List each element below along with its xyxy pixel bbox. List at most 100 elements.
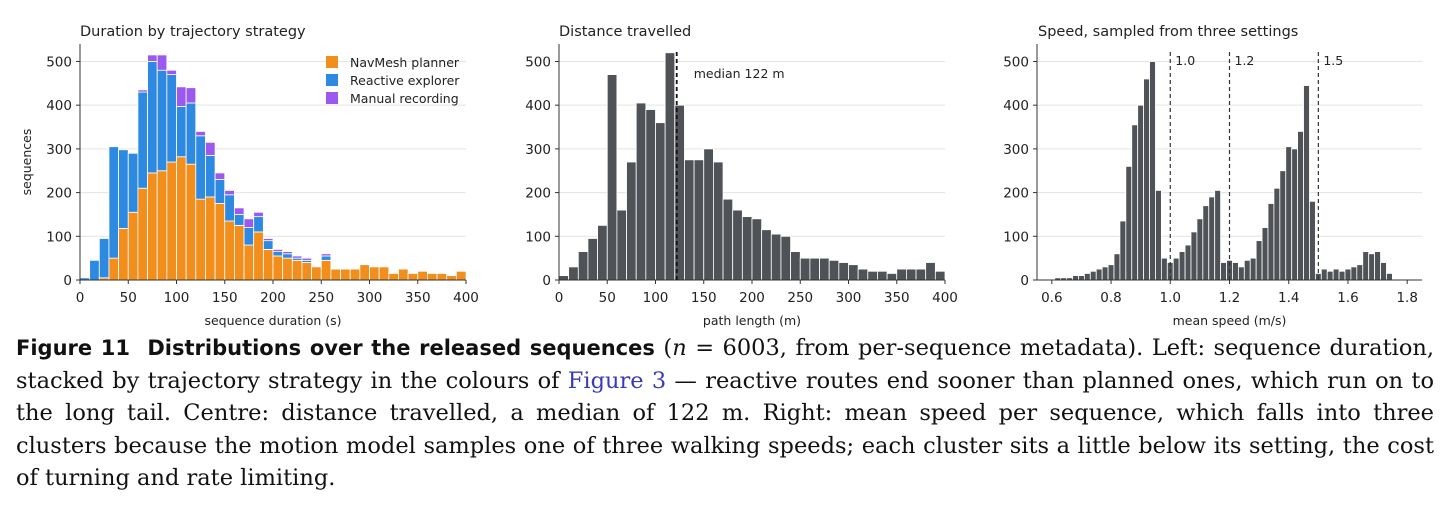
histogram-bar	[790, 251, 801, 281]
x-tick-label: 50	[599, 290, 616, 306]
histogram-bar	[224, 220, 235, 281]
histogram-bar	[1386, 273, 1393, 281]
histogram-bar	[780, 235, 792, 281]
histogram-bar	[1344, 268, 1352, 281]
histogram-bar	[886, 273, 898, 281]
x-tick-label: 1.6	[1337, 290, 1358, 306]
chart-panel-3: Speed, sampled from three settings 0 100 20…	[1003, 24, 1422, 328]
histogram-bar	[272, 251, 284, 257]
histogram-bar	[664, 52, 676, 281]
histogram-bar	[359, 264, 370, 281]
histogram-bar	[185, 102, 197, 165]
histogram-bar	[1178, 251, 1186, 281]
histogram-bar	[214, 179, 226, 204]
histogram-bar	[1356, 264, 1364, 281]
histogram-bar	[1078, 275, 1085, 281]
histogram-bar	[838, 262, 849, 281]
chart-panel-1: Duration by trajectory strategy 0 100 200 30…	[19, 24, 479, 328]
caption-text-3: — reactive routes end sooner than planne…	[16, 367, 1435, 492]
histogram-bar	[262, 238, 274, 242]
histogram-bar	[1320, 268, 1328, 281]
legend-swatch	[326, 56, 338, 68]
histogram-bar	[214, 203, 226, 281]
histogram-bar	[233, 224, 245, 281]
histogram-bar	[1368, 253, 1376, 281]
histogram-bar	[349, 268, 361, 281]
caption-n-symbol: n	[672, 335, 687, 361]
histogram-bar	[1243, 259, 1251, 281]
x-tick-label: 400	[932, 290, 958, 306]
histogram-bar	[1380, 262, 1387, 281]
x-tick-label: 150	[691, 290, 717, 306]
histogram-bar	[224, 194, 235, 222]
histogram-bar	[320, 255, 332, 261]
caption-figure-link[interactable]: Figure 3	[567, 367, 667, 394]
y-tick-label: 0	[1020, 273, 1029, 289]
x-tick-label: 1.0	[1160, 290, 1181, 306]
y-tick-label: 100	[46, 229, 72, 245]
histogram-bar	[1285, 146, 1293, 281]
x-tick-label: 1.8	[1396, 290, 1417, 306]
histogram-bar	[176, 106, 187, 158]
histogram-bar	[857, 268, 869, 281]
histogram-bar	[761, 229, 772, 281]
histogram-bar	[205, 141, 216, 156]
histogram-bar	[819, 257, 830, 281]
histogram-bar	[89, 259, 100, 281]
histogram-bar	[1220, 262, 1227, 281]
histogram-bar	[224, 190, 235, 196]
y-tick-label: 300	[1003, 142, 1029, 158]
histogram-bar	[1113, 253, 1121, 281]
x-tick-label: 350	[405, 290, 431, 306]
histogram-bar	[1143, 78, 1150, 281]
histogram-bar	[291, 255, 303, 259]
histogram-bar	[1273, 187, 1281, 281]
chart-legend: NavMesh planner Reactive explorer Manual r…	[326, 55, 460, 106]
histogram-bar	[233, 207, 245, 215]
x-tick-label: 100	[164, 290, 190, 306]
histogram-bar	[1261, 227, 1269, 281]
histogram-bar	[1196, 218, 1204, 281]
histogram-bar	[587, 238, 599, 281]
histogram-bar	[108, 146, 119, 259]
histogram-bar	[137, 89, 148, 93]
histogram-bar	[1184, 244, 1192, 281]
histogram-bar	[426, 273, 438, 281]
histogram-bar	[272, 249, 284, 252]
histogram-bar	[1279, 170, 1287, 281]
caption-text-1: (	[654, 335, 673, 361]
legend-label: Reactive explorer	[350, 73, 460, 88]
histogram-bar	[1149, 61, 1156, 281]
x-tick-label: 300	[357, 290, 383, 306]
histogram-bar	[1232, 262, 1239, 281]
x-axis-label: sequence duration (s)	[204, 313, 341, 328]
histogram-bar	[185, 163, 197, 281]
y-tick-label: 0	[63, 273, 72, 289]
histogram-bar	[118, 228, 129, 281]
histogram-bar	[147, 61, 158, 174]
histogram-bar	[282, 251, 293, 255]
histogram-bar	[320, 259, 332, 281]
y-tick-label: 500	[525, 54, 551, 70]
y-axis-label: sequences	[19, 129, 34, 196]
x-tick-label: 200	[260, 290, 286, 306]
histogram-bar	[185, 87, 197, 104]
y-tick-label: 500	[1003, 54, 1029, 70]
y-tick-label: 100	[1003, 229, 1029, 245]
histogram-bar	[108, 257, 119, 281]
histogram-bar	[1119, 220, 1127, 281]
histogram-bar	[1297, 131, 1304, 281]
histogram-bar	[751, 218, 763, 281]
x-tick-label: 250	[308, 290, 334, 306]
histogram-bar	[703, 148, 714, 281]
histogram-bar	[398, 268, 409, 281]
histogram-bar	[195, 135, 206, 200]
histogram-bar	[925, 262, 936, 281]
legend-label: Manual recording	[350, 91, 459, 106]
histogram-bar	[616, 209, 627, 281]
histogram-bar	[137, 91, 148, 189]
x-tick-label: 1.4	[1278, 290, 1299, 306]
histogram-bar	[1255, 240, 1263, 281]
histogram-bar	[195, 198, 206, 281]
histogram-bar	[606, 74, 618, 281]
